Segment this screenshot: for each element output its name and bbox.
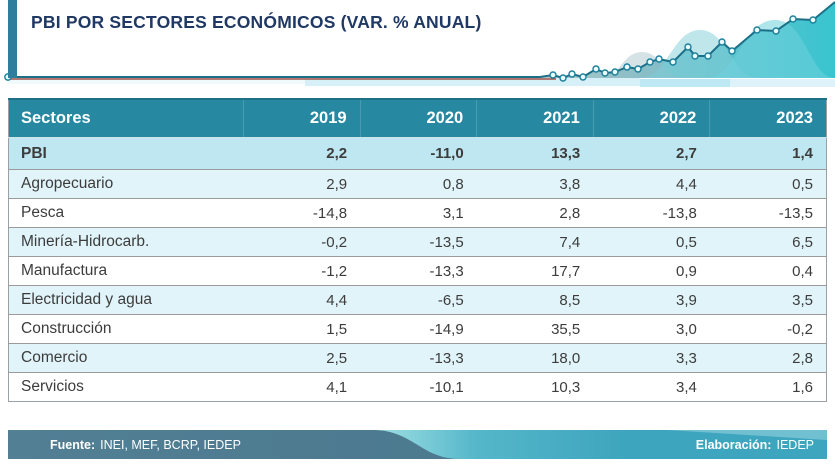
value-cell: 3,4	[593, 372, 710, 402]
value-cell: 3,0	[593, 314, 710, 344]
value-cell: -14,8	[243, 198, 361, 228]
value-cell: 6,5	[709, 227, 827, 257]
value-cell: 3,3	[593, 343, 710, 373]
value-cell: 4,4	[593, 169, 710, 199]
value-cell: -13,3	[360, 256, 477, 286]
sector-name: Minería-Hidrocarb.	[8, 227, 244, 257]
value-cell: 2,5	[243, 343, 361, 373]
value-cell: 0,5	[593, 227, 710, 257]
value-cell: 7,4	[476, 227, 594, 257]
column-header-year: 2020	[359, 98, 477, 138]
footer-text: Fuente: INEI, MEF, BCRP, IEDEP Elaboració…	[8, 430, 827, 459]
value-cell: 3,1	[360, 198, 477, 228]
value-cell: 8,5	[476, 285, 594, 315]
value-cell: -10,1	[360, 372, 477, 402]
value-cell: 35,5	[476, 314, 594, 344]
table-row: PBI 2,2 -11,0 13,3 2,7 1,4	[8, 137, 827, 170]
sectors-table: Sectores 2019 2020 2021 2022 2023 PBI 2,2 -11,0…	[8, 98, 827, 402]
sectors-table-container: Sectores 2019 2020 2021 2022 2023 PBI 2,2 -11,0…	[8, 98, 827, 402]
table-row: Construcción 1,5 -14,9 35,5 3,0 -0,2	[8, 314, 827, 344]
source-note: Fuente: INEI, MEF, BCRP, IEDEP	[8, 438, 241, 452]
value-cell: -11,0	[430, 145, 464, 162]
value-cell: 10,3	[476, 372, 594, 402]
value-cell: 13,3	[551, 145, 581, 162]
value-cell: 1,4	[792, 145, 813, 162]
elaboration-value: IEDEP	[776, 437, 814, 452]
value-cell: 17,7	[476, 256, 594, 286]
sector-name: Construcción	[8, 314, 244, 344]
value-cell: -13,5	[709, 198, 827, 228]
source-value: INEI, MEF, BCRP, IEDEP	[100, 437, 241, 452]
value-cell: -0,2	[709, 314, 827, 344]
value-cell: 2,7	[676, 145, 697, 162]
value-cell: 2,2	[326, 145, 348, 162]
value-cell: -13,3	[360, 343, 477, 373]
value-cell: -1,2	[243, 256, 361, 286]
sector-name: PBI	[21, 144, 47, 162]
sector-name: Pesca	[8, 198, 244, 228]
value-cell: -14,9	[360, 314, 477, 344]
value-cell: -6,5	[360, 285, 477, 315]
value-cell: 2,8	[476, 198, 594, 228]
column-header-year: 2021	[476, 98, 594, 138]
source-label: Fuente:	[50, 437, 96, 452]
masthead: PBI POR SECTORES ECONÓMICOS (VAR. % ANUA…	[0, 0, 835, 95]
value-cell: 3,5	[709, 285, 827, 315]
column-header-sectores: Sectores	[8, 98, 244, 138]
value-cell: 4,1	[243, 372, 361, 402]
value-cell: 2,9	[243, 169, 361, 199]
value-cell: 1,5	[243, 314, 361, 344]
footer-background-graphic	[8, 430, 827, 459]
table-row: Pesca -14,8 3,1 2,8 -13,8 -13,5	[8, 198, 827, 228]
value-cell: 1,6	[709, 372, 827, 402]
column-header-year: 2022	[592, 98, 710, 138]
value-cell: 3,9	[593, 285, 710, 315]
footer-bar: Fuente: INEI, MEF, BCRP, IEDEP Elaboració…	[8, 430, 827, 459]
value-cell: 18,0	[476, 343, 594, 373]
value-cell: -13,8	[593, 198, 710, 228]
table-row: Manufactura -1,2 -13,3 17,7 0,9 0,4	[8, 256, 827, 286]
column-header-year: 2023	[709, 98, 827, 138]
sector-name: Comercio	[8, 343, 244, 373]
sector-name: Agropecuario	[8, 169, 244, 199]
table-row: Comercio 2,5 -13,3 18,0 3,3 2,8	[8, 343, 827, 373]
value-cell: 0,9	[593, 256, 710, 286]
elaboration-note: Elaboración: IEDEP	[696, 438, 827, 452]
table-row: Electricidad y agua 4,4 -6,5 8,5 3,9 3,5	[8, 285, 827, 315]
value-cell: 0,4	[709, 256, 827, 286]
page-title: PBI POR SECTORES ECONÓMICOS (VAR. % ANUA…	[31, 12, 482, 32]
sector-name: Manufactura	[8, 256, 244, 286]
elaboration-label: Elaboración:	[695, 437, 772, 452]
column-header-year: 2019	[243, 98, 361, 138]
value-cell: 0,5	[709, 169, 827, 199]
value-cell: 4,4	[243, 285, 361, 315]
table-row: Agropecuario 2,9 0,8 3,8 4,4 0,5	[8, 169, 827, 199]
value-cell: 2,8	[709, 343, 827, 373]
value-cell: 0,8	[360, 169, 477, 199]
value-cell: 3,8	[476, 169, 594, 199]
table-header-row: Sectores 2019 2020 2021 2022 2023	[8, 98, 827, 138]
value-cell: -13,5	[360, 227, 477, 257]
table-row: Minería-Hidrocarb. -0,2 -13,5 7,4 0,5 6,5	[8, 227, 827, 257]
table-row: Servicios 4,1 -10,1 10,3 3,4 1,6	[8, 372, 827, 402]
value-cell: -0,2	[243, 227, 361, 257]
sector-name: Electricidad y agua	[8, 285, 244, 315]
title-accent-bar	[8, 0, 17, 78]
sector-name: Servicios	[8, 372, 244, 402]
